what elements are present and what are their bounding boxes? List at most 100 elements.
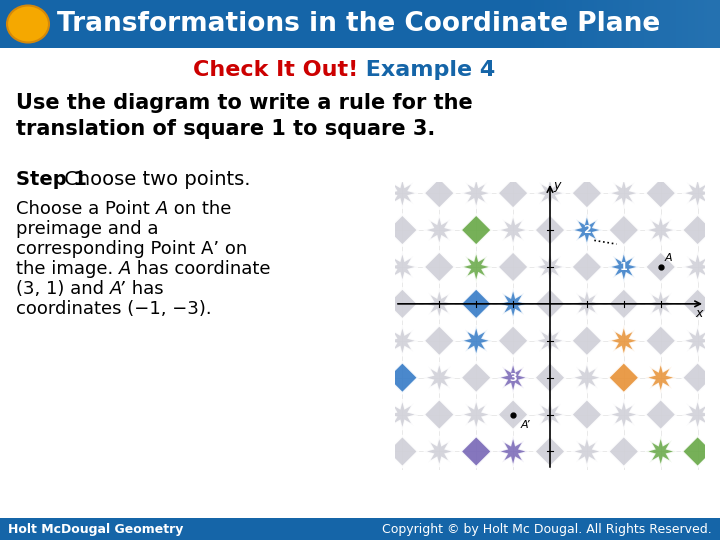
Bar — [600, 0, 601, 48]
Bar — [567, 0, 568, 48]
Bar — [630, 0, 631, 48]
Bar — [688, 0, 689, 48]
Bar — [695, 0, 696, 48]
Bar — [639, 0, 640, 48]
Bar — [667, 0, 668, 48]
Polygon shape — [387, 436, 418, 467]
Bar — [656, 0, 657, 48]
Polygon shape — [498, 252, 528, 282]
Bar — [715, 0, 716, 48]
Bar — [605, 0, 606, 48]
Text: Example 4: Example 4 — [358, 60, 495, 80]
Bar — [561, 0, 562, 48]
Bar — [662, 0, 663, 48]
Bar — [591, 0, 592, 48]
Text: A’: A’ — [521, 420, 530, 430]
Bar — [672, 0, 673, 48]
Bar — [599, 0, 600, 48]
Bar — [550, 0, 551, 48]
Bar — [549, 0, 550, 48]
Bar — [701, 0, 702, 48]
Bar — [0, 518, 720, 540]
Text: has coordinate: has coordinate — [131, 260, 271, 278]
Polygon shape — [424, 178, 455, 208]
Polygon shape — [461, 325, 492, 356]
Bar — [613, 0, 614, 48]
Text: y: y — [553, 179, 560, 192]
Bar — [618, 0, 619, 48]
Bar — [626, 0, 627, 48]
Bar — [631, 0, 632, 48]
Bar — [682, 0, 683, 48]
Bar — [679, 0, 680, 48]
Text: Copyright © by Holt Mc Dougal. All Rights Reserved.: Copyright © by Holt Mc Dougal. All Right… — [382, 523, 712, 536]
Polygon shape — [387, 214, 418, 246]
Polygon shape — [572, 362, 603, 393]
Bar — [604, 0, 605, 48]
Bar — [566, 0, 567, 48]
Polygon shape — [645, 399, 676, 430]
Bar — [647, 0, 648, 48]
Text: coordinates (−1, −3).: coordinates (−1, −3). — [16, 300, 212, 318]
Bar — [632, 0, 633, 48]
Bar — [577, 0, 578, 48]
Bar — [623, 0, 624, 48]
Bar — [628, 0, 629, 48]
Bar — [557, 0, 558, 48]
Bar — [596, 0, 597, 48]
Text: (3, 1) and: (3, 1) and — [16, 280, 109, 298]
Polygon shape — [608, 436, 639, 467]
Bar — [588, 0, 589, 48]
Bar — [705, 0, 706, 48]
Polygon shape — [534, 288, 565, 319]
Bar — [637, 0, 638, 48]
Ellipse shape — [7, 5, 49, 43]
Polygon shape — [608, 214, 639, 246]
Bar — [636, 0, 637, 48]
Bar — [625, 0, 626, 48]
Bar — [574, 0, 575, 48]
Text: 2: 2 — [583, 225, 591, 235]
Polygon shape — [498, 214, 528, 246]
Bar — [713, 0, 714, 48]
Bar — [534, 0, 535, 48]
Text: preimage and a: preimage and a — [16, 220, 158, 238]
Text: Use the diagram to write a rule for the
translation of square 1 to square 3.: Use the diagram to write a rule for the … — [16, 93, 473, 139]
Bar — [593, 0, 594, 48]
Bar — [543, 0, 544, 48]
Text: 3: 3 — [509, 373, 517, 383]
Text: on the: on the — [168, 200, 231, 218]
Bar — [718, 0, 719, 48]
Bar — [531, 0, 532, 48]
Polygon shape — [608, 325, 639, 356]
Bar — [709, 0, 710, 48]
Bar — [615, 0, 616, 48]
Bar — [616, 0, 617, 48]
Bar — [563, 0, 564, 48]
Polygon shape — [461, 436, 492, 467]
Polygon shape — [572, 252, 603, 282]
Bar — [525, 0, 526, 48]
Polygon shape — [608, 399, 639, 430]
Bar — [619, 0, 620, 48]
Bar — [581, 0, 582, 48]
Polygon shape — [534, 178, 565, 208]
Bar — [580, 0, 581, 48]
Polygon shape — [424, 288, 455, 319]
Bar — [710, 0, 711, 48]
Bar — [693, 0, 694, 48]
Polygon shape — [682, 178, 713, 208]
Bar — [643, 0, 644, 48]
Text: A: A — [119, 260, 131, 278]
Bar — [697, 0, 698, 48]
Polygon shape — [682, 288, 713, 319]
Polygon shape — [682, 214, 713, 246]
Bar — [687, 0, 688, 48]
Bar — [644, 0, 645, 48]
Bar — [533, 0, 534, 48]
Polygon shape — [461, 399, 492, 430]
Bar — [685, 0, 686, 48]
Bar — [666, 0, 667, 48]
Polygon shape — [608, 362, 639, 393]
Bar — [573, 0, 574, 48]
